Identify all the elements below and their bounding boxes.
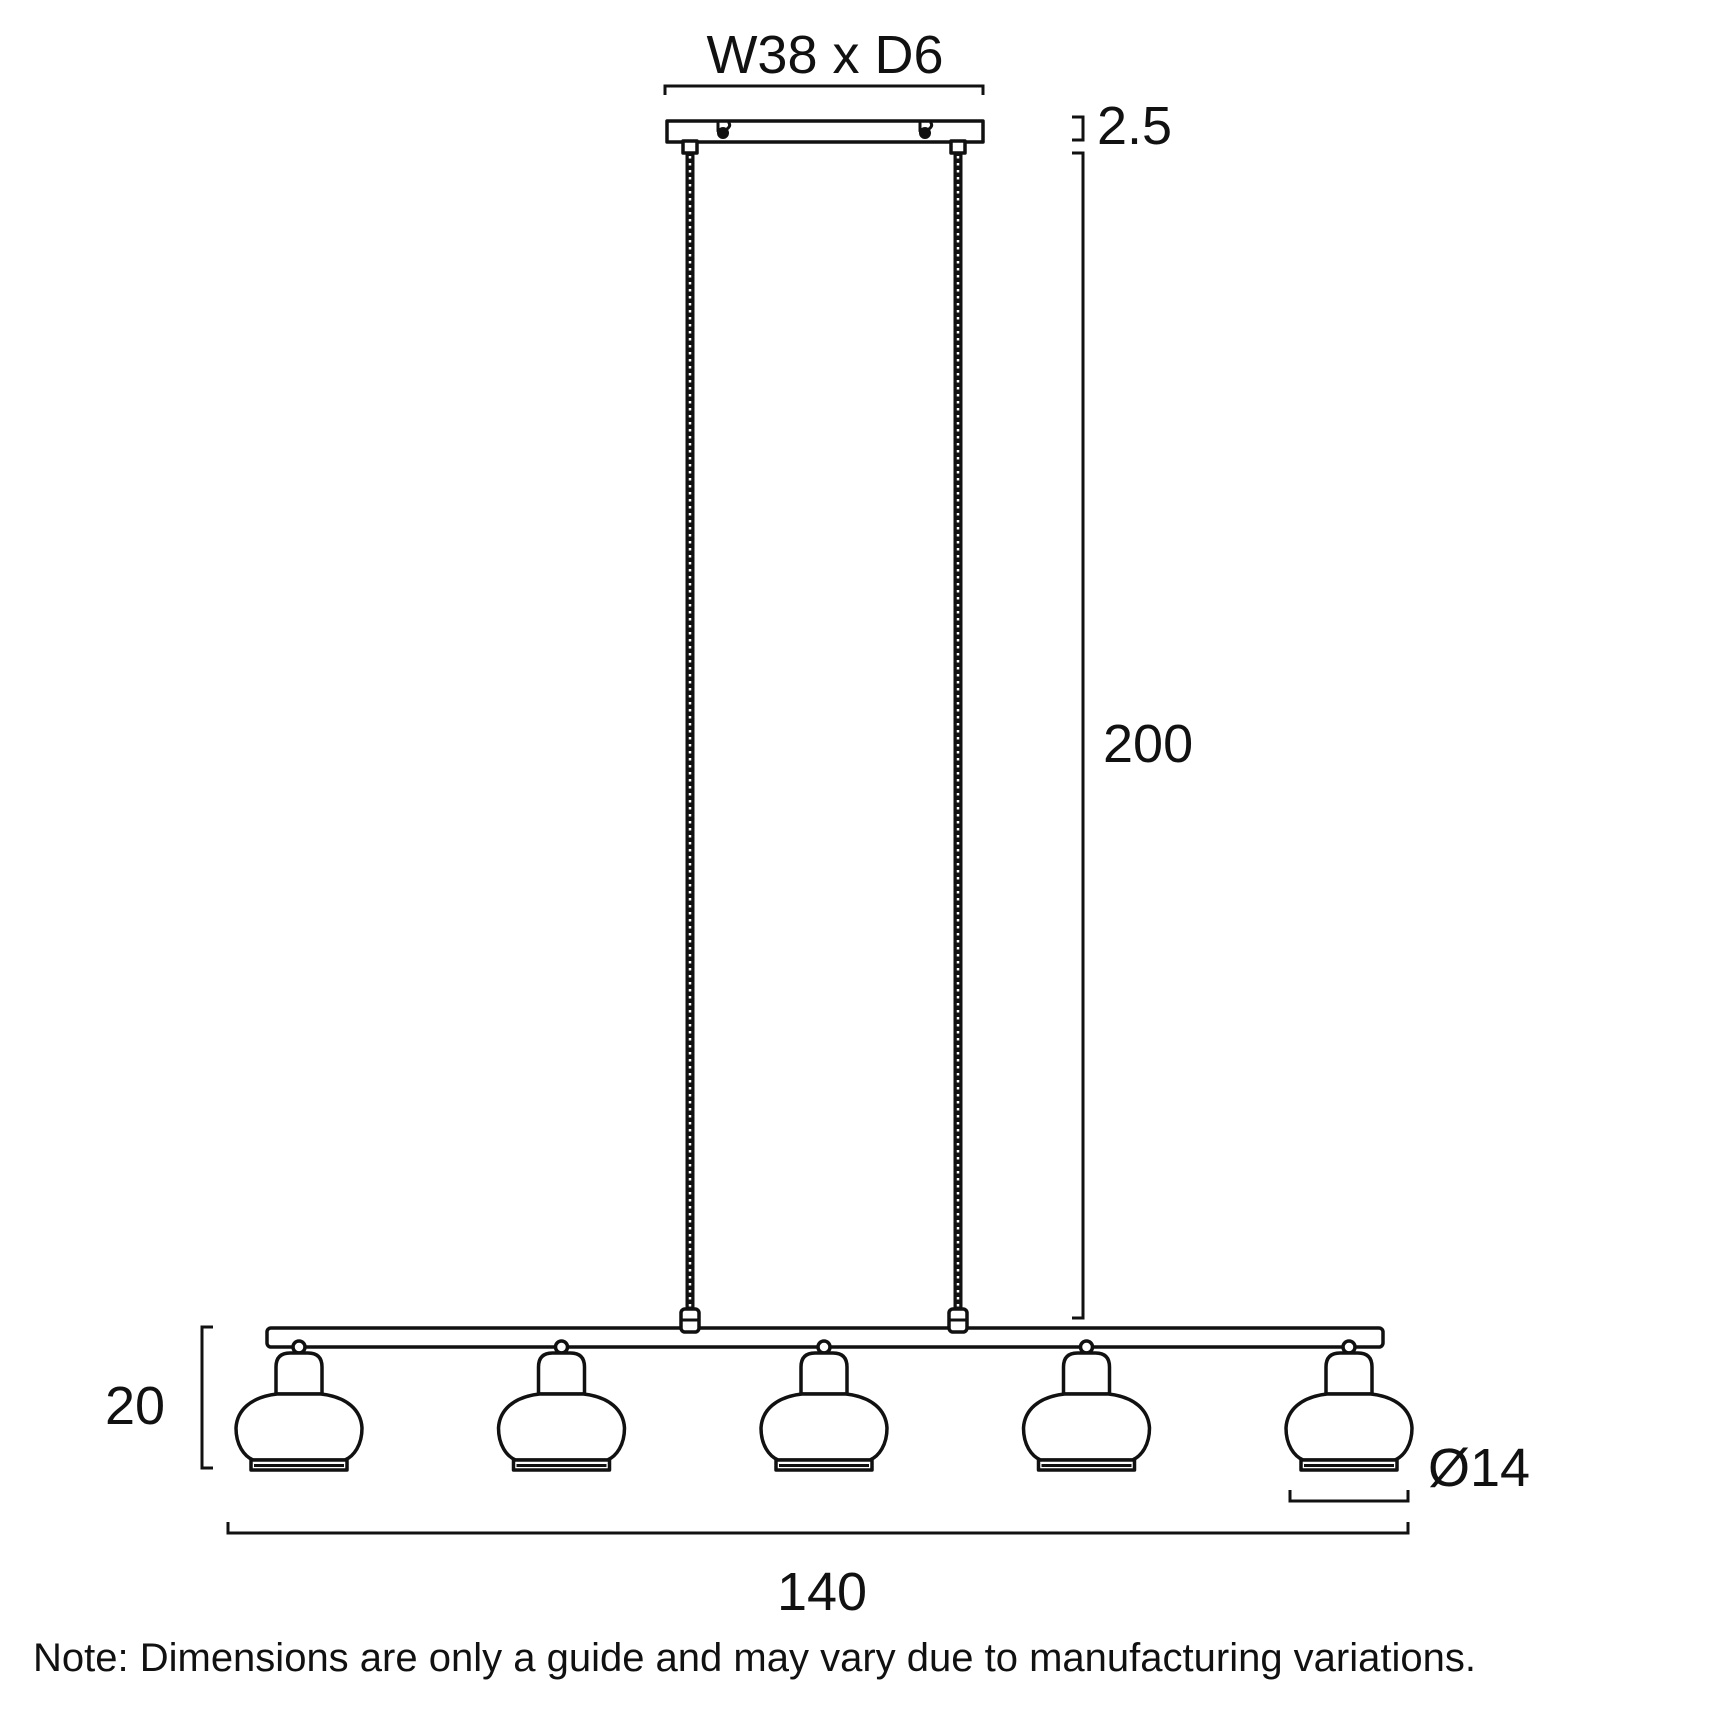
chain-body <box>953 152 963 1314</box>
canopy-width-bracket <box>663 84 985 95</box>
mounting-hook-icon <box>716 121 732 139</box>
canopy-plate <box>665 119 985 144</box>
shade-neck <box>1324 1351 1374 1396</box>
dimension-suspension-drop: 200 <box>1072 151 1193 1320</box>
shade-ball-joint <box>816 1339 832 1355</box>
shade-neck <box>274 1351 324 1396</box>
chain-bar-connector <box>947 1307 969 1334</box>
cord-grip <box>681 139 699 155</box>
shade-dome <box>1284 1392 1414 1462</box>
pendant-shade <box>234 1339 364 1472</box>
dimension-canopy-width: W38 x D6 <box>663 25 985 95</box>
shade-ball-joint <box>1078 1339 1095 1355</box>
fixture-width-line <box>226 1522 1410 1535</box>
suspension-drop-label: 200 <box>1103 714 1193 774</box>
dimension-shade-diameter: Ø14 <box>1288 1438 1530 1503</box>
pendant-shade <box>1284 1339 1414 1472</box>
ceiling-canopy <box>665 119 985 155</box>
fixture-width-label: 140 <box>777 1562 867 1622</box>
suspension-chain <box>685 152 695 1314</box>
cord-grip <box>949 139 967 155</box>
shade-height-bracket <box>200 1325 213 1470</box>
canopy-height-bracket <box>1072 115 1085 142</box>
shade-height-label: 20 <box>105 1376 165 1436</box>
hook-curl <box>927 121 934 131</box>
hook-dot <box>919 127 931 139</box>
dimension-shade-height: 20 <box>105 1325 213 1470</box>
shade-dome <box>1021 1392 1152 1462</box>
suspension-chain <box>953 152 963 1314</box>
shade-neck <box>1061 1351 1112 1396</box>
shade-neck <box>536 1351 587 1396</box>
hook-curl <box>725 121 732 131</box>
mounting-hook-icon <box>918 121 934 139</box>
shade-ball-joint <box>1341 1339 1357 1355</box>
pendant-shade <box>1021 1339 1152 1472</box>
chain-bar-connector <box>679 1307 701 1334</box>
hook-dot <box>717 127 729 139</box>
shade-diameter-label: Ø14 <box>1428 1438 1530 1498</box>
chain-body <box>685 152 695 1314</box>
canopy-size-label: W38 x D6 <box>706 25 943 85</box>
dimension-canopy-height: 2.5 <box>1072 96 1172 156</box>
dimension-fixture-width: 140 <box>226 1522 1410 1622</box>
shade-diameter-bracket <box>1288 1490 1410 1503</box>
shade-neck <box>799 1351 849 1396</box>
pendant-shade <box>496 1339 627 1472</box>
shade-dome <box>234 1392 364 1462</box>
shade-dome <box>759 1392 889 1462</box>
canopy-height-label: 2.5 <box>1097 96 1172 156</box>
dimensions-note: Note: Dimensions are only a guide and ma… <box>33 1636 1476 1680</box>
pendant-shade <box>759 1339 889 1472</box>
shade-ball-joint <box>553 1339 570 1355</box>
shade-ball-joint <box>291 1339 307 1355</box>
shade-dome <box>496 1392 627 1462</box>
drop-dimension-line <box>1072 151 1085 1320</box>
